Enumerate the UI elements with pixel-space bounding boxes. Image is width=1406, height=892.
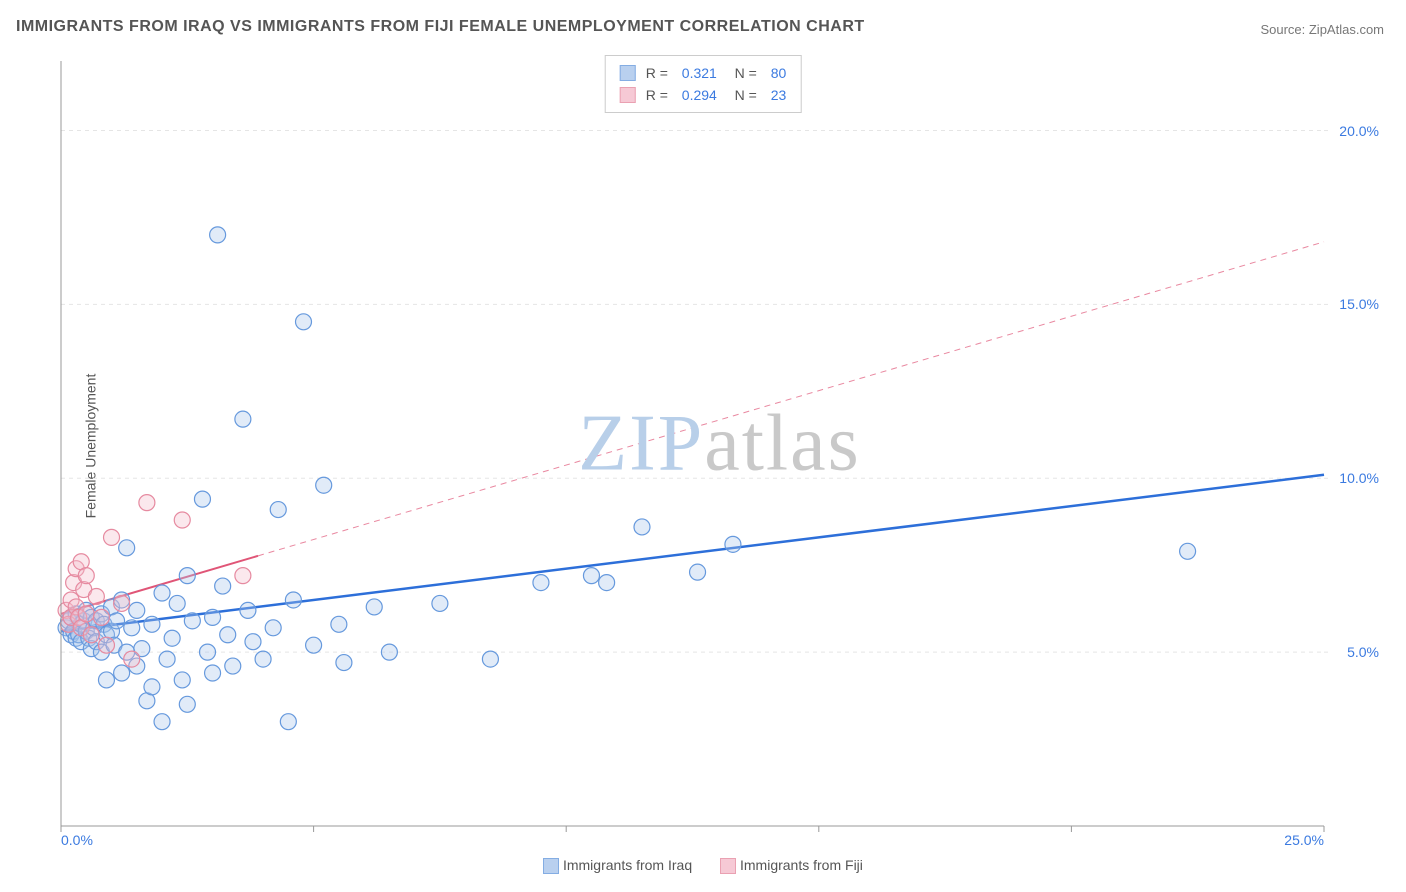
- scatter-chart-svg: [55, 55, 1384, 832]
- correlation-legend: R = 0.321 N = 80R = 0.294 N = 23: [605, 55, 802, 113]
- series-legend-item: Immigrants from Iraq: [543, 857, 692, 874]
- source-label: Source: ZipAtlas.com: [1260, 22, 1384, 37]
- legend-swatch: [543, 858, 559, 874]
- series-legend: Immigrants from Iraq Immigrants from Fij…: [0, 857, 1406, 874]
- n-value: 80: [767, 62, 786, 84]
- axis-tick-label: 25.0%: [1284, 832, 1324, 848]
- r-label: R =: [646, 62, 668, 84]
- n-label: N =: [727, 84, 757, 106]
- r-value: 0.321: [678, 62, 717, 84]
- plot-area: ZIPatlas: [55, 55, 1384, 832]
- axis-tick-label: 20.0%: [1339, 123, 1379, 139]
- axis-tick-label: 10.0%: [1339, 470, 1379, 486]
- chart-title: IMMIGRANTS FROM IRAQ VS IMMIGRANTS FROM …: [16, 18, 865, 36]
- legend-row: R = 0.294 N = 23: [620, 84, 787, 106]
- axis-tick-label: 0.0%: [61, 832, 93, 848]
- r-label: R =: [646, 84, 668, 106]
- series-name: Immigrants from Iraq: [563, 857, 692, 873]
- legend-row: R = 0.321 N = 80: [620, 62, 787, 84]
- n-label: N =: [727, 62, 757, 84]
- axis-tick-label: 15.0%: [1339, 296, 1379, 312]
- legend-swatch: [620, 87, 636, 103]
- legend-swatch: [720, 858, 736, 874]
- axis-tick-label: 5.0%: [1347, 644, 1379, 660]
- series-name: Immigrants from Fiji: [740, 857, 863, 873]
- series-legend-item: Immigrants from Fiji: [720, 857, 863, 874]
- n-value: 23: [767, 84, 786, 106]
- r-value: 0.294: [678, 84, 717, 106]
- legend-swatch: [620, 65, 636, 81]
